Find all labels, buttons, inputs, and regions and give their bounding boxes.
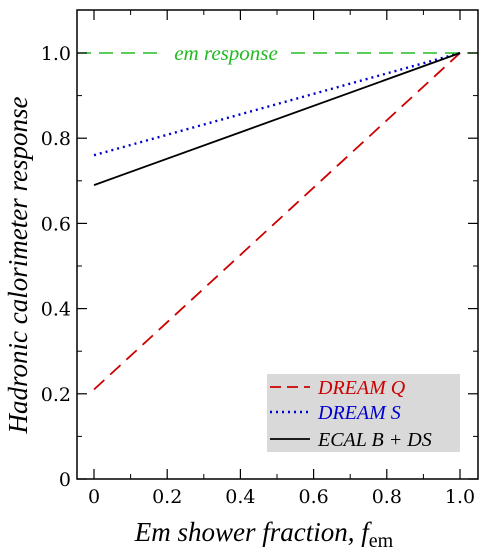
x-axis-title-sub: em bbox=[369, 530, 394, 552]
legend-label-3: ECAL B + DS bbox=[317, 429, 432, 451]
legend-label-1: DREAM Q bbox=[317, 377, 406, 399]
x-tick-label-1: 0.2 bbox=[152, 486, 182, 508]
x-tick-label-5: 1.0 bbox=[445, 486, 475, 508]
legend-label-2: DREAM S bbox=[317, 402, 401, 424]
x-axis-title-var: f bbox=[361, 517, 372, 547]
y-tick-label-3: 0.6 bbox=[41, 213, 71, 235]
x-tick-label-4: 0.8 bbox=[372, 486, 402, 508]
legend: DREAM Q DREAM S ECAL B + DS bbox=[267, 374, 460, 452]
x-axis-title: Em shower fraction, fem bbox=[134, 517, 394, 552]
series-line-3 bbox=[93, 52, 461, 186]
y-axis-title: Hadronic calorimeter response bbox=[3, 97, 33, 435]
axis-ticks: 0 0.2 0.4 0.6 0.8 1.0 0 0.2 0.4 0.6 0.8 1.0 bbox=[41, 10, 478, 508]
reference-line-label: em response bbox=[174, 41, 278, 65]
x-tick-label-2: 0.4 bbox=[225, 486, 255, 508]
x-tick-label-3: 0.6 bbox=[298, 486, 328, 508]
y-tick-label-4: 0.8 bbox=[41, 128, 71, 150]
series-line-1 bbox=[93, 52, 461, 391]
y-tick-label-5: 1.0 bbox=[41, 43, 71, 65]
x-axis-title-main: Em shower fraction, bbox=[134, 517, 362, 547]
x-tick-label-0: 0 bbox=[88, 486, 100, 508]
y-tick-label-2: 0.4 bbox=[41, 299, 71, 321]
y-tick-label-1: 0.2 bbox=[41, 384, 71, 406]
y-tick-label-0: 0 bbox=[59, 469, 71, 491]
plot-marks: em response bbox=[77, 41, 478, 391]
